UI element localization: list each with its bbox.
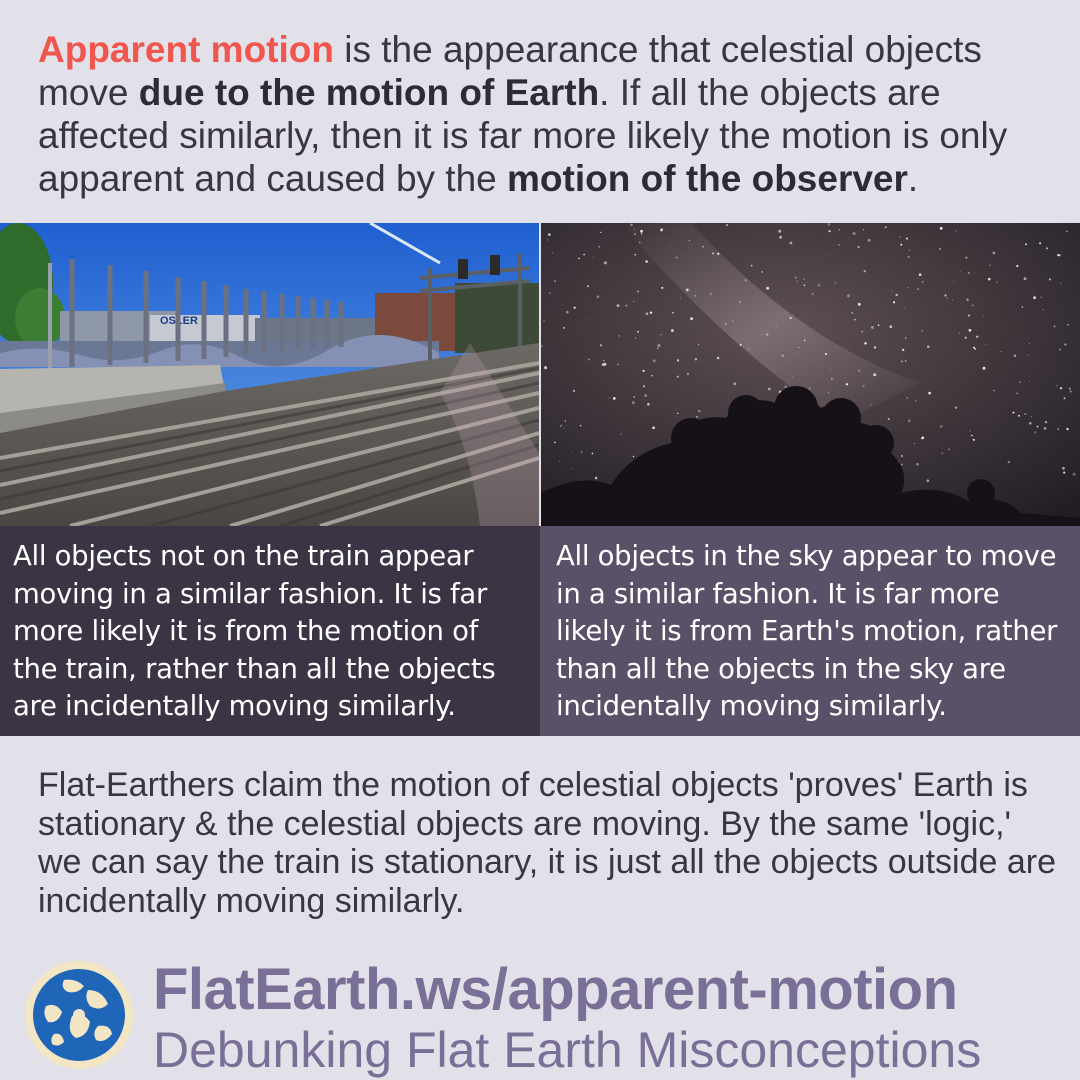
intro-text-2: . If all the objects are affected simila… bbox=[38, 72, 1008, 199]
photo-row: OSLER bbox=[0, 223, 1080, 526]
intro-bold-2: motion of the observer bbox=[507, 158, 908, 199]
train-photo: OSLER bbox=[0, 223, 539, 526]
flat-earth-claim-paragraph: Flat-Earthers claim the motion of celest… bbox=[38, 766, 1056, 920]
footer-tagline: Debunking Flat Earth Misconceptions bbox=[153, 1022, 982, 1078]
term-highlight: Apparent motion bbox=[38, 29, 334, 70]
night-sky-photo bbox=[541, 223, 1080, 526]
intro-bold-1: due to the motion of Earth bbox=[138, 72, 600, 113]
globe-logo-icon bbox=[24, 960, 134, 1070]
intro-paragraph: Apparent motion is the appearance that c… bbox=[38, 28, 1048, 200]
train-caption: All objects not on the train appear movi… bbox=[0, 526, 540, 736]
intro-text-1: is the appearance that celestial objects… bbox=[38, 29, 982, 113]
sky-caption: All objects in the sky appear to move in… bbox=[540, 526, 1080, 736]
footer-url[interactable]: FlatEarth.ws/apparent-motion bbox=[153, 957, 958, 1022]
intro-text-3: . bbox=[907, 158, 919, 199]
